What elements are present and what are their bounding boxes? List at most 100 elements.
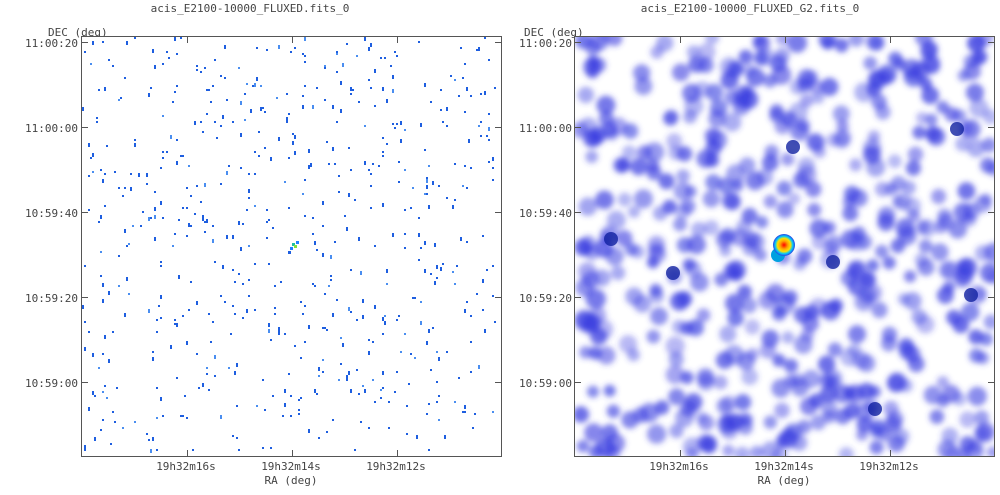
count-pixel	[206, 89, 208, 91]
count-pixel	[204, 221, 206, 223]
count-pixel	[396, 55, 398, 57]
count-pixel	[286, 119, 288, 123]
y-tick-mark	[988, 42, 994, 43]
count-pixel	[446, 351, 448, 353]
count-pixel	[334, 163, 336, 165]
smoothed-blob	[907, 209, 921, 223]
smoothed-blob	[752, 37, 771, 52]
smoothed-blob	[936, 376, 949, 389]
y-tick-mark	[495, 212, 501, 213]
count-pixel	[350, 169, 352, 171]
smoothed-blob	[887, 154, 902, 169]
count-pixel	[286, 93, 288, 95]
count-pixel	[112, 331, 114, 333]
count-pixel	[232, 235, 234, 239]
smoothed-blob	[986, 161, 994, 177]
count-pixel	[294, 151, 296, 155]
count-pixel	[266, 221, 268, 223]
source-pixel	[296, 241, 299, 244]
smoothed-blob	[742, 240, 759, 256]
count-pixel	[484, 37, 486, 39]
count-pixel	[484, 329, 486, 333]
smoothed-blob	[897, 293, 910, 306]
smoothed-blob	[965, 83, 984, 102]
count-pixel	[468, 141, 470, 143]
count-pixel	[368, 351, 370, 355]
count-pixel	[386, 143, 388, 145]
count-pixel	[426, 177, 428, 179]
count-pixel	[350, 87, 352, 91]
image-canvas[interactable]	[82, 37, 501, 456]
image-canvas[interactable]	[575, 37, 994, 456]
count-pixel	[380, 57, 382, 59]
count-pixel	[326, 141, 328, 143]
count-pixel	[346, 227, 348, 231]
count-pixel	[464, 411, 466, 413]
count-pixel	[348, 371, 350, 375]
count-pixel	[464, 165, 466, 167]
count-pixel	[382, 317, 384, 321]
count-pixel	[270, 339, 272, 341]
y-tick-mark	[575, 382, 581, 383]
count-pixel	[256, 47, 258, 49]
source-pixel	[290, 247, 293, 250]
smoothed-blob	[834, 38, 849, 53]
smoothed-blob	[866, 82, 882, 97]
count-pixel	[482, 235, 484, 237]
smoothed-blob	[720, 422, 738, 440]
count-pixel	[426, 413, 428, 415]
smoothed-blob	[812, 91, 825, 104]
y-tick-mark	[495, 297, 501, 298]
smoothed-blob	[724, 344, 745, 365]
smoothed-blob	[590, 327, 608, 346]
smoothed-blob	[630, 158, 648, 176]
smoothed-blob	[970, 51, 985, 66]
count-pixel	[214, 355, 216, 359]
x-tick-label: 19h32m16s	[156, 460, 216, 473]
smoothed-blob	[776, 180, 792, 196]
source-pixel	[288, 251, 291, 254]
smoothed-blob	[578, 197, 598, 216]
count-pixel	[268, 329, 270, 333]
count-pixel	[284, 181, 286, 183]
count-pixel	[148, 217, 150, 221]
count-pixel	[362, 385, 364, 387]
count-pixel	[372, 379, 374, 381]
count-pixel	[290, 395, 292, 397]
count-pixel	[100, 251, 102, 253]
count-pixel	[180, 155, 182, 157]
count-pixel	[492, 411, 494, 413]
smoothed-blob	[665, 365, 685, 385]
smoothed-blob	[772, 353, 786, 367]
image-frame[interactable]	[81, 36, 502, 457]
count-pixel	[198, 387, 200, 389]
count-pixel	[246, 83, 248, 85]
smoothed-blob	[796, 165, 817, 186]
count-pixel	[478, 47, 480, 51]
count-pixel	[434, 243, 436, 247]
smoothed-blob	[687, 319, 704, 337]
count-pixel	[350, 93, 352, 95]
count-pixel	[96, 121, 98, 123]
count-pixel	[174, 319, 176, 321]
count-pixel	[254, 263, 256, 265]
count-pixel	[308, 429, 310, 433]
count-pixel	[108, 291, 110, 295]
count-pixel	[294, 47, 296, 49]
image-frame[interactable]	[574, 36, 995, 457]
smoothed-blob	[784, 374, 798, 388]
count-pixel	[156, 331, 158, 333]
count-pixel	[110, 443, 112, 445]
count-pixel	[372, 163, 374, 165]
y-axis-label: DEC (deg)	[524, 26, 584, 39]
smoothed-blob	[774, 402, 790, 419]
x-tick-mark	[890, 450, 891, 456]
count-pixel	[170, 345, 172, 349]
count-pixel	[454, 163, 456, 165]
count-pixel	[488, 113, 490, 115]
count-pixel	[326, 329, 328, 331]
x-tick-mark	[680, 450, 681, 456]
smoothed-blob	[738, 49, 753, 64]
smoothed-blob	[984, 242, 994, 263]
count-pixel	[276, 97, 278, 99]
